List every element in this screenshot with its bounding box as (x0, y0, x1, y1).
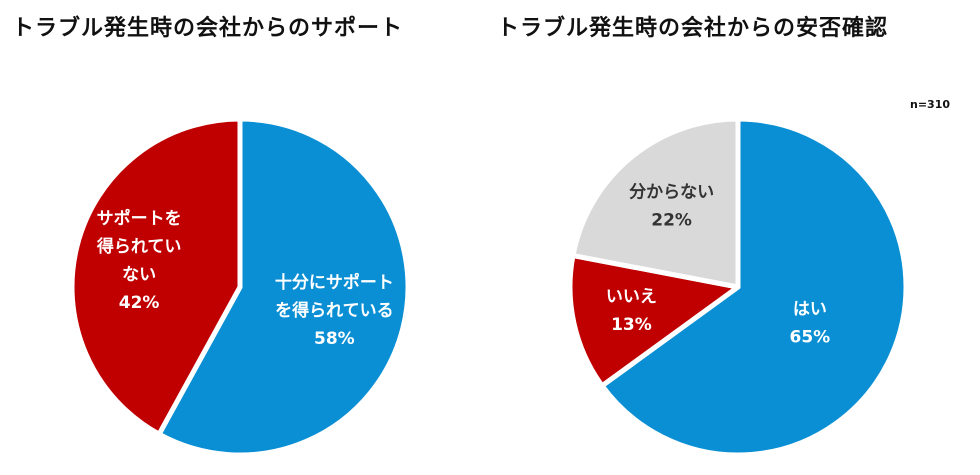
pie0-slice-1 (69, 116, 243, 437)
pie0-slice-0-label: 十分にサポート (275, 272, 394, 293)
pie1-slice-2-label: 分からない (629, 183, 714, 203)
pie0-slice-0-value-label: 58% (314, 329, 355, 349)
pie1-slice-1-value-label: 13% (611, 315, 652, 335)
pie1-slice-0-label: はい (793, 300, 827, 320)
pie0-slice-1-label: サポートを (97, 208, 182, 229)
pie1-slice-2 (570, 116, 741, 290)
chart-title-left: トラブル発生時の会社からのサポート (12, 16, 404, 41)
pie0-slice-1-value-label: 42% (119, 293, 160, 313)
pie1-slice-1-label: いいえ (606, 287, 657, 307)
pie0-slice-0 (156, 116, 411, 458)
pie0-slice-0-label: を得られている (275, 300, 394, 321)
pie0-slice-1-label: 得られてい (96, 236, 182, 257)
pie1-slice-1 (567, 253, 741, 389)
pie0-slice-1-label: ない (122, 265, 156, 285)
chart-title-right: トラブル発生時の会社からの安否確認 (497, 16, 889, 41)
pie1-slice-2-value-label: 22% (651, 211, 692, 231)
sample-size-note: n=310 (910, 98, 951, 111)
pie1-slice-0-value-label: 65% (789, 328, 830, 348)
pie1-slice-0 (599, 116, 909, 458)
